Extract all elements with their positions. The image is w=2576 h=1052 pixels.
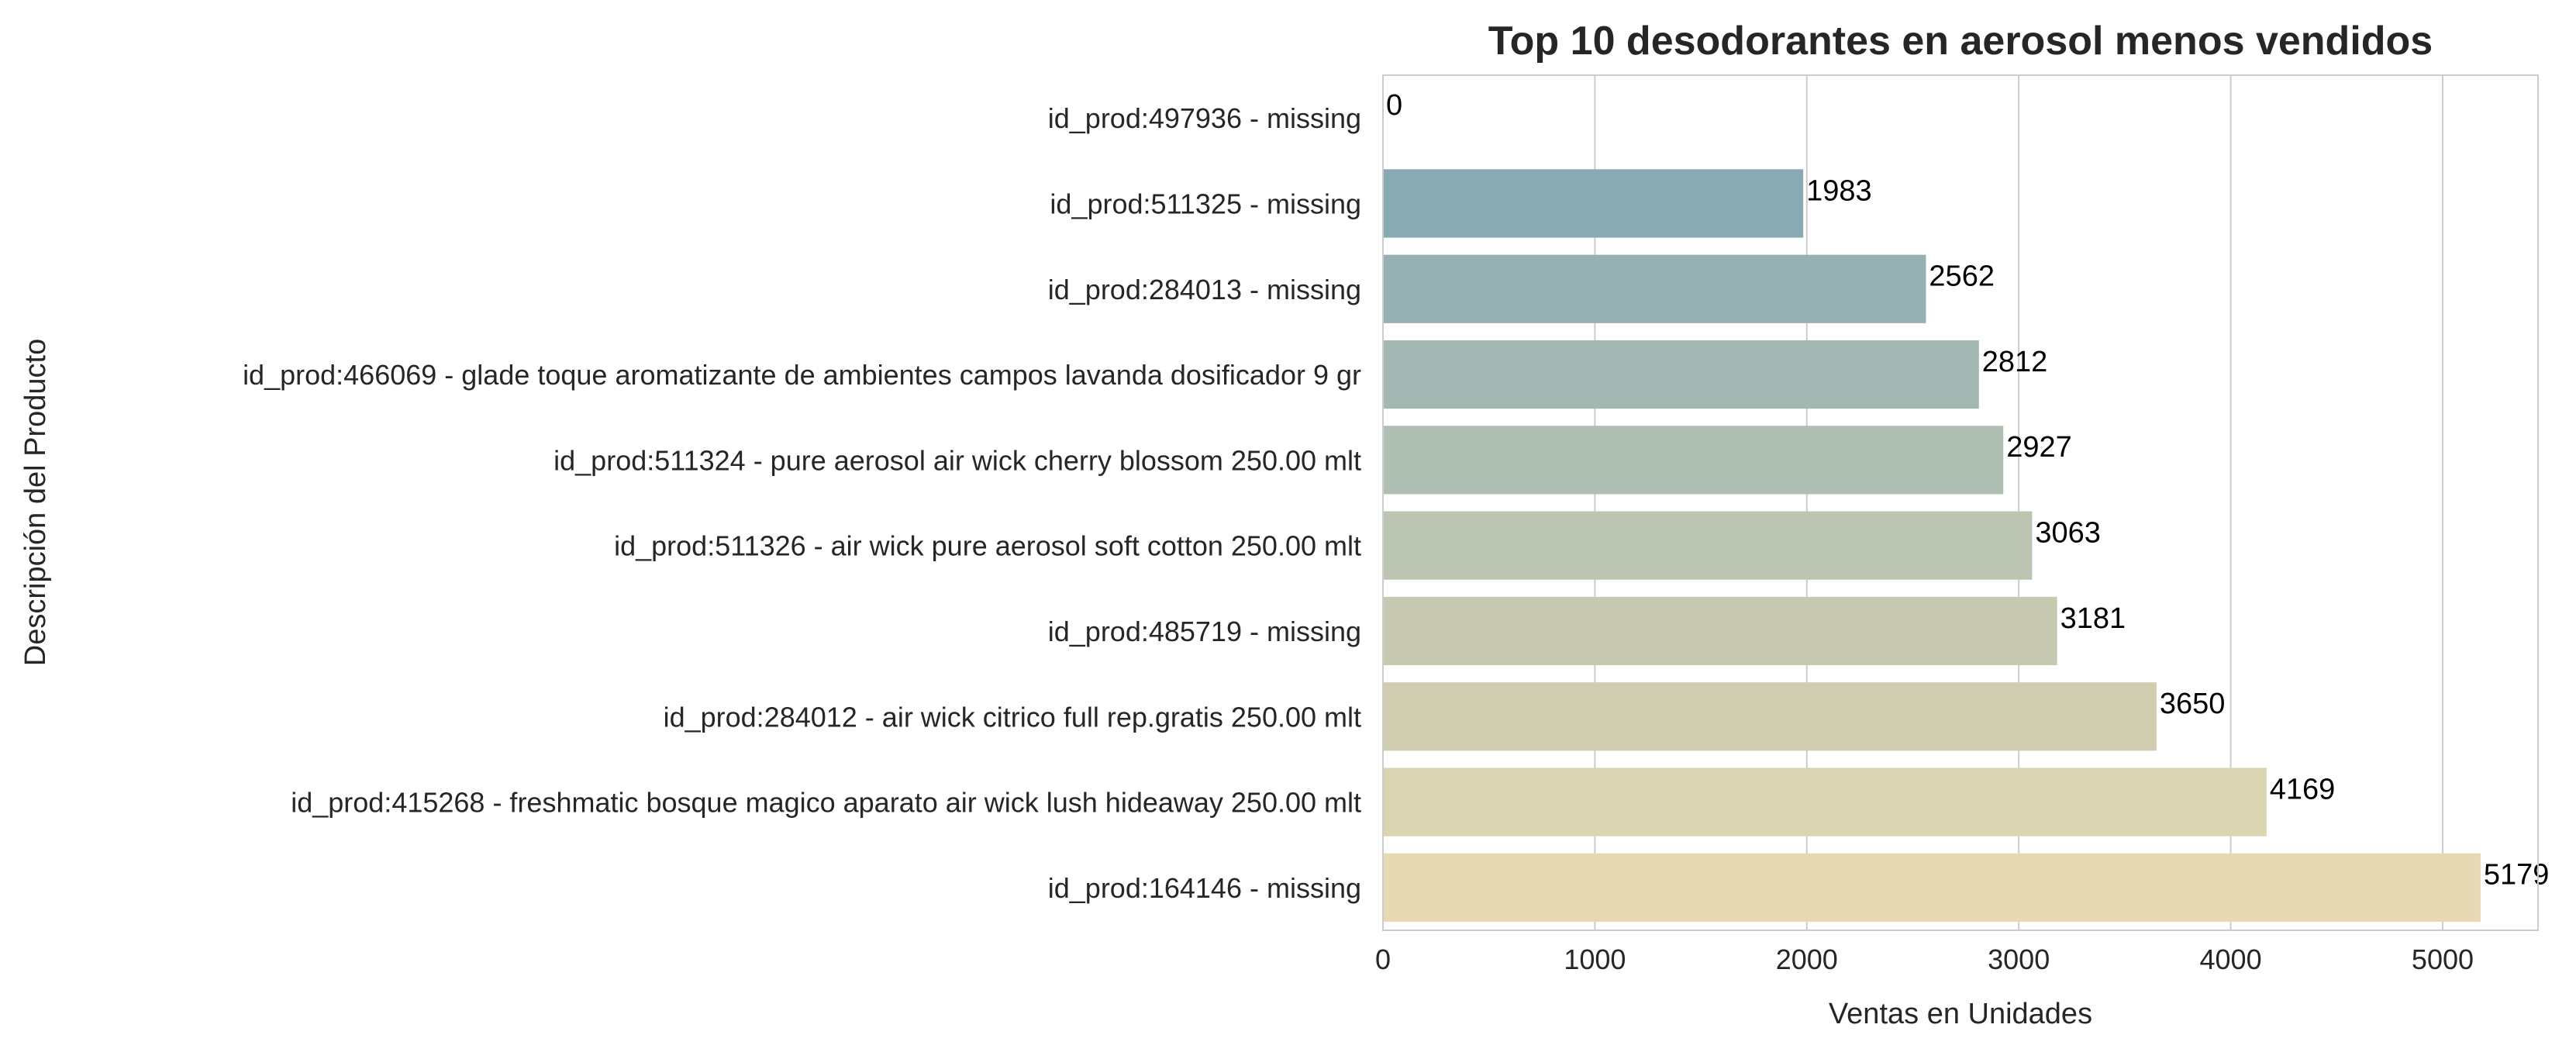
bar-2 (1383, 254, 1926, 323)
category-label-8: id_prod:415268 - freshmatic bosque magic… (291, 787, 1361, 819)
bar-9 (1383, 853, 2481, 922)
x-tick-label-3: 3000 (1988, 943, 2050, 975)
category-label-4: id_prod:511324 - pure aerosol air wick c… (553, 444, 1361, 476)
category-label-9: id_prod:164146 - missing (1048, 872, 1361, 904)
data-label-8: 4169 (2270, 773, 2336, 805)
plot-frame (1382, 74, 2539, 931)
data-label-9: 5179 (2484, 859, 2550, 892)
bar-3 (1383, 340, 1979, 409)
category-label-0: id_prod:497936 - missing (1048, 102, 1361, 134)
x-tick-label-5: 5000 (2412, 943, 2474, 975)
x-axis-title: Ventas en Unidades (1829, 998, 2092, 1030)
data-labels: 0 1983 2562 2812 2927 3063 3181 3650 4169 5179 (1386, 89, 2549, 892)
data-label-6: 3181 (2060, 602, 2126, 635)
chart-title: Top 10 desodorantes en aerosol menos ven… (1488, 19, 2433, 64)
data-label-4: 2927 (2006, 431, 2072, 464)
data-label-1: 1983 (1806, 174, 1872, 207)
data-label-3: 2812 (1982, 346, 2048, 378)
x-tick-label-0: 0 (1375, 943, 1391, 975)
x-tick-label-2: 2000 (1776, 943, 1838, 975)
x-tick-label-4: 4000 (2200, 943, 2262, 975)
x-tick-labels: 0 1000 2000 3000 4000 5000 (1375, 943, 2474, 975)
bar-6 (1383, 596, 2057, 666)
data-label-0: 0 (1386, 89, 1402, 122)
category-label-6: id_prod:485719 - missing (1048, 616, 1361, 647)
y-axis-title: Descripción del Producto (19, 339, 52, 666)
category-label-1: id_prod:511325 - missing (1050, 188, 1361, 219)
data-label-5: 3063 (2035, 517, 2101, 550)
data-label-2: 2562 (1929, 260, 1995, 293)
category-labels: id_prod:497936 - missing id_prod:511325 -… (243, 102, 1361, 904)
category-label-3: id_prod:466069 - glade toque aromatizant… (243, 359, 1361, 391)
bar-5 (1383, 511, 2033, 580)
bar-4 (1383, 426, 2004, 495)
bars (1383, 169, 2481, 922)
category-label-5: id_prod:511326 - air wick pure aerosol s… (614, 530, 1361, 562)
category-label-7: id_prod:284012 - air wick citrico full r… (664, 701, 1361, 733)
data-label-7: 3650 (2160, 688, 2226, 720)
bar-7 (1383, 682, 2157, 751)
bar-8 (1383, 767, 2267, 836)
bar-1 (1383, 169, 1804, 238)
category-label-2: id_prod:284013 - missing (1048, 274, 1361, 305)
x-tick-label-1: 1000 (1564, 943, 1626, 975)
